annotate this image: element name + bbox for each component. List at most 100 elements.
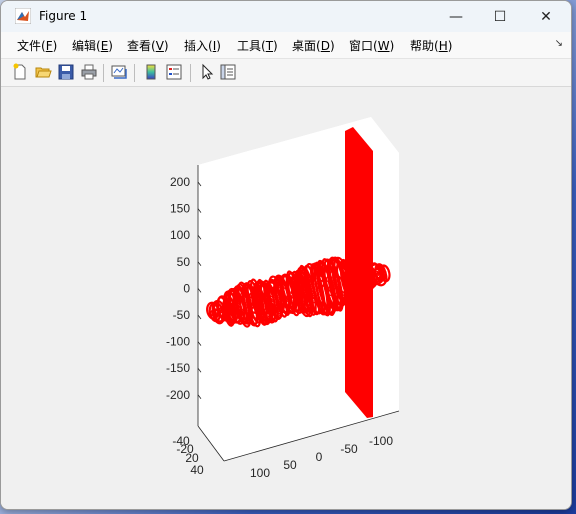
z-tick-label: 150 (170, 202, 190, 216)
z-tick-label: 50 (177, 255, 191, 269)
matlab-logo-icon (15, 8, 31, 24)
series-marker (281, 282, 289, 289)
x-tick-labels: 100 50 0 -50 -100 (250, 434, 393, 480)
series-marker (289, 281, 297, 288)
series-marker (330, 266, 338, 273)
z-tick-mark (197, 314, 202, 320)
z-tick-label: -150 (166, 361, 190, 375)
open-folder-icon[interactable] (34, 63, 52, 81)
x-tick-label: 0 (316, 450, 323, 464)
series-marker (248, 302, 256, 309)
z-tick-label: -200 (166, 388, 190, 402)
y-tick-label: -20 (176, 442, 194, 456)
plot-3d-axes[interactable]: 200 150 100 50 0 -50 -100 -150 -200 100 50 0 -50 -10… (1, 87, 571, 509)
z-tick-label: -50 (173, 308, 191, 322)
y-tick-label: -40 (172, 434, 190, 448)
series-marker (217, 309, 224, 317)
menu-file[interactable]: 文件(F) (17, 39, 58, 53)
property-inspector-icon[interactable] (219, 63, 237, 81)
series-marker (305, 299, 313, 307)
x-axis-line (223, 410, 400, 462)
print-icon[interactable] (80, 63, 98, 81)
figure-toolbar (1, 59, 571, 87)
series-marker (266, 296, 273, 304)
close-icon: ✕ (540, 8, 552, 25)
series-marker (353, 281, 360, 288)
pointer-icon[interactable] (198, 63, 216, 81)
series-marker (327, 271, 335, 279)
series-marker (253, 298, 260, 306)
series-marker (307, 275, 315, 283)
menu-edit[interactable]: 编辑(E) (72, 39, 113, 53)
series-marker (289, 277, 296, 285)
series-marker (339, 291, 346, 298)
series-marker (346, 274, 354, 281)
series-marker (226, 307, 233, 314)
z-tick-labels: 200 150 100 50 0 -50 -100 -150 -200 (166, 175, 202, 402)
series-marker (235, 297, 242, 305)
menu-overflow-icon[interactable]: ↘ (554, 38, 563, 49)
series-marker (251, 290, 258, 298)
menu-window[interactable]: 窗口(W) (349, 39, 395, 53)
minimize-icon: — (449, 8, 463, 25)
series-marker (361, 276, 369, 284)
figure-canvas[interactable]: 200 150 100 50 0 -50 -100 -150 -200 100 50 0 -50 -10… (1, 87, 571, 509)
z-tick-mark (197, 288, 202, 293)
minimize-button[interactable]: — (433, 1, 479, 32)
series-marker (299, 278, 306, 286)
series-marker (264, 290, 271, 298)
new-figure-icon[interactable] (11, 63, 29, 81)
series-marker (268, 282, 275, 289)
colorbar-icon[interactable] (142, 63, 160, 81)
y-tick-label: 40 (190, 463, 204, 477)
series-marker (314, 270, 322, 278)
z-tick-label: 100 (170, 228, 190, 242)
series-marker (369, 270, 377, 277)
save-icon[interactable] (57, 63, 75, 81)
series-marker (271, 286, 279, 293)
z-tick-mark (197, 394, 202, 400)
series-marker (269, 303, 276, 310)
window-title: Figure 1 (39, 9, 88, 23)
series-marker (327, 285, 335, 292)
maximize-button[interactable]: ☐ (477, 1, 523, 32)
series-marker (257, 298, 264, 305)
x-tick-label: -100 (369, 434, 393, 448)
menu-help[interactable]: 帮助(H) (410, 39, 453, 53)
series-marker (308, 290, 315, 297)
menu-view[interactable]: 查看(V) (127, 39, 169, 53)
close-button[interactable]: ✕ (523, 1, 569, 32)
title-bar[interactable]: Figure 1 — ☐ ✕ (1, 1, 571, 32)
series-ring-cloud (206, 256, 391, 328)
series-marker (296, 299, 304, 307)
series-marker (300, 306, 308, 313)
series-marker (285, 293, 293, 301)
series-marker (263, 307, 270, 315)
maximize-icon: ☐ (493, 8, 507, 25)
series-marker (267, 290, 274, 298)
series-marker (338, 290, 345, 297)
series-marker (238, 293, 246, 300)
legend-icon[interactable] (165, 63, 183, 81)
menu-insert[interactable]: 插入(I) (184, 39, 221, 53)
menu-desktop[interactable]: 桌面(D) (292, 39, 335, 53)
series-ring (340, 260, 358, 300)
series-marker (302, 270, 310, 277)
z-tick-mark (197, 261, 202, 267)
series-marker (244, 307, 251, 314)
link-plot-icon[interactable] (110, 63, 128, 81)
x-tick-label: 100 (250, 466, 270, 480)
z-tick-mark (197, 367, 202, 373)
series-marker (275, 305, 283, 312)
y-axis-line (197, 425, 225, 462)
menu-tools[interactable]: 工具(T) (237, 39, 278, 53)
series-marker (354, 268, 361, 275)
toolbar-separator (134, 64, 135, 82)
menu-bar: 文件(F) 编辑(E) 查看(V) 插入(I) 工具(T) 桌面(D) 窗口(W… (1, 32, 571, 59)
x-tick-label: 50 (283, 458, 297, 472)
series-marker (274, 281, 282, 289)
series-marker (232, 301, 239, 309)
series-marker (341, 267, 348, 275)
